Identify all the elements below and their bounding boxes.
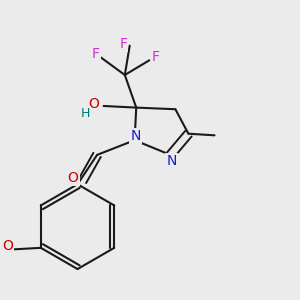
Text: H: H [81, 106, 90, 120]
Text: O: O [2, 239, 13, 253]
Text: F: F [119, 37, 127, 51]
Text: F: F [152, 50, 160, 64]
Text: N: N [130, 129, 141, 143]
Text: N: N [166, 154, 177, 168]
Text: F: F [92, 47, 100, 61]
Text: O: O [68, 171, 79, 185]
Text: O: O [88, 97, 99, 111]
